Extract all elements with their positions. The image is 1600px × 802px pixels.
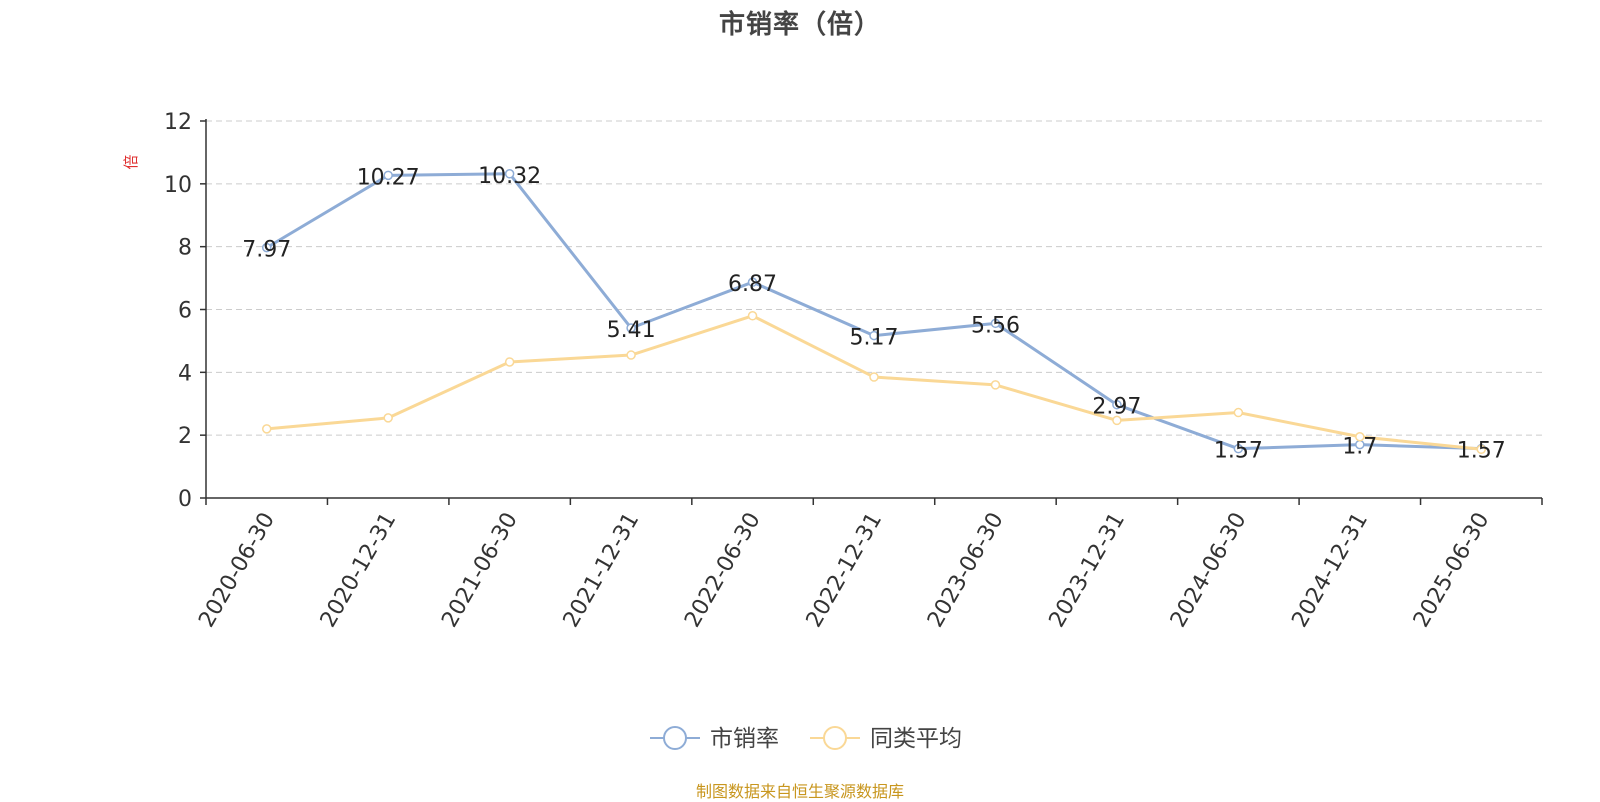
x-tick-label: 2022-06-30 — [680, 509, 766, 632]
data-label: 7.97 — [242, 238, 291, 263]
data-point-0 — [626, 323, 636, 333]
x-tick-label: 2023-06-30 — [923, 509, 1009, 632]
data-label: 1.57 — [1214, 439, 1263, 464]
x-tick-label: 2024-06-30 — [1166, 509, 1252, 632]
data-point-1 — [1476, 444, 1487, 455]
data-point-0 — [747, 277, 758, 287]
y-tick-label: 12 — [164, 110, 192, 135]
data-point-0 — [1112, 399, 1122, 410]
data-point-0 — [504, 169, 515, 179]
data-label: 1.57 — [1457, 439, 1506, 464]
chart-title: 市销率（倍） — [718, 10, 881, 40]
data-label: 5.17 — [850, 326, 899, 351]
x-tick-label: 2021-06-30 — [437, 509, 523, 632]
data-label: 10.32 — [478, 164, 541, 189]
data-point-1 — [1233, 407, 1244, 418]
data-point-1 — [1112, 415, 1122, 426]
y-tick-label: 6 — [178, 299, 192, 324]
data-point-0 — [1233, 443, 1244, 454]
x-tick-label: 2025-06-30 — [1409, 509, 1495, 632]
y-tick-label: 8 — [178, 236, 192, 261]
data-label: 5.41 — [607, 318, 656, 343]
y-tick-label: 2 — [178, 424, 192, 449]
y-tick-label: 0 — [178, 487, 192, 512]
x-tick-label: 2021-12-31 — [559, 509, 645, 632]
y-tick-label: 4 — [178, 361, 192, 386]
data-point-1 — [990, 380, 1001, 390]
x-tick-label: 2022-12-31 — [802, 509, 888, 632]
data-label: 10.27 — [357, 165, 420, 190]
data-point-1 — [261, 424, 272, 434]
data-point-0 — [261, 242, 272, 253]
y-tick-label: 10 — [164, 173, 192, 198]
data-point-1 — [869, 372, 879, 382]
source-note: 制图数据来自恒生聚源数据库 — [695, 782, 904, 801]
legend-label-1: 同类平均 — [870, 726, 962, 752]
y-axis-label: 倍 — [122, 154, 140, 169]
data-point-1 — [383, 413, 393, 423]
data-point-0 — [869, 330, 879, 341]
data-label: 1.7 — [1342, 435, 1377, 460]
data-label: 2.97 — [1092, 395, 1141, 420]
data-point-1 — [1355, 431, 1365, 442]
data-point-0 — [990, 318, 1001, 329]
data-point-1 — [747, 311, 758, 321]
x-tick-label: 2024-12-31 — [1287, 509, 1373, 632]
data-label: 5.56 — [971, 313, 1020, 338]
x-tick-label: 2020-06-30 — [194, 509, 280, 632]
x-tick-label: 2023-12-31 — [1045, 509, 1131, 632]
legend-label-0: 市销率 — [710, 726, 779, 752]
x-tick-label: 2020-12-31 — [316, 509, 402, 632]
data-point-1 — [626, 350, 636, 360]
data-point-0 — [383, 170, 393, 181]
legend-swatch-marker-0 — [663, 726, 687, 750]
series-line-0 — [265, 172, 1482, 451]
data-label: 6.87 — [728, 272, 777, 297]
data-point-1 — [504, 357, 515, 367]
legend-swatch-marker-1 — [823, 726, 847, 750]
